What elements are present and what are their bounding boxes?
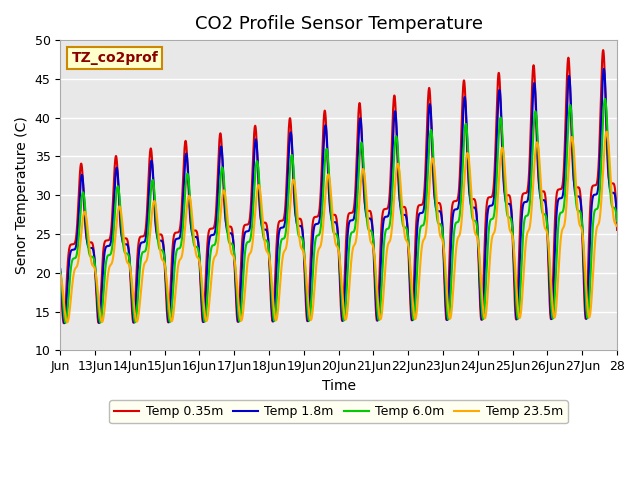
Temp 23.5m <box>56 271 64 277</box>
Temp 6.0m <box>468 212 476 217</box>
Line: Temp 23.5m: Temp 23.5m <box>60 132 617 323</box>
X-axis label: Time: Time <box>322 379 356 393</box>
Temp 1.8m <box>428 126 436 132</box>
Temp 6.0m <box>613 218 621 224</box>
Temp 1.8m <box>493 146 500 152</box>
Line: Temp 0.35m: Temp 0.35m <box>60 50 617 323</box>
Temp 23.5m <box>484 284 492 290</box>
Text: TZ_co2prof: TZ_co2prof <box>72 51 158 65</box>
Temp 6.0m <box>493 182 500 188</box>
Temp 1.8m <box>61 320 68 326</box>
Legend: Temp 0.35m, Temp 1.8m, Temp 6.0m, Temp 23.5m: Temp 0.35m, Temp 1.8m, Temp 6.0m, Temp 2… <box>109 400 568 423</box>
Temp 0.35m <box>484 195 492 201</box>
Temp 0.35m <box>613 227 621 233</box>
Temp 23.5m <box>63 320 71 325</box>
Title: CO2 Profile Sensor Temperature: CO2 Profile Sensor Temperature <box>195 15 483 33</box>
Temp 6.0m <box>152 217 160 223</box>
Temp 6.0m <box>61 320 69 325</box>
Line: Temp 1.8m: Temp 1.8m <box>60 69 617 323</box>
Temp 6.0m <box>601 96 609 102</box>
Temp 6.0m <box>417 225 424 230</box>
Temp 0.35m <box>60 320 68 326</box>
Temp 6.0m <box>484 236 492 242</box>
Temp 1.8m <box>484 206 492 212</box>
Temp 23.5m <box>613 223 621 229</box>
Temp 0.35m <box>599 47 607 53</box>
Temp 23.5m <box>493 215 500 221</box>
Y-axis label: Senor Temperature (C): Senor Temperature (C) <box>15 116 29 274</box>
Temp 0.35m <box>417 202 424 208</box>
Temp 0.35m <box>56 270 64 276</box>
Temp 1.8m <box>468 204 476 210</box>
Line: Temp 6.0m: Temp 6.0m <box>60 99 617 323</box>
Temp 0.35m <box>428 134 436 140</box>
Temp 23.5m <box>152 207 160 213</box>
Temp 23.5m <box>417 257 424 263</box>
Temp 1.8m <box>613 219 621 225</box>
Temp 23.5m <box>468 198 476 204</box>
Temp 1.8m <box>152 227 160 233</box>
Temp 0.35m <box>493 116 500 122</box>
Temp 23.5m <box>428 158 436 164</box>
Temp 0.35m <box>152 228 160 234</box>
Temp 1.8m <box>417 210 424 216</box>
Temp 23.5m <box>603 129 611 134</box>
Temp 6.0m <box>56 269 64 275</box>
Temp 6.0m <box>428 130 436 136</box>
Temp 1.8m <box>600 66 608 72</box>
Temp 0.35m <box>468 196 476 202</box>
Temp 1.8m <box>56 266 64 272</box>
